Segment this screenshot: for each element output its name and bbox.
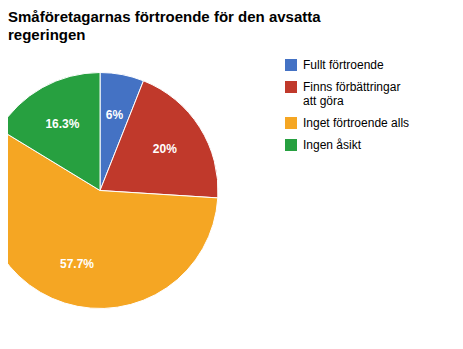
- html-text:Inget förtroende alls: Inget förtroende alls: [303, 116, 410, 130]
- svg-text:20%: 20%: [153, 142, 177, 156]
- html-text:Fullt förtroende: Fullt förtroende: [303, 58, 384, 72]
- html-text:Finns förbättringar: Finns förbättringar: [303, 80, 401, 94]
- html-text:Ingen åsikt: Ingen åsikt: [303, 138, 361, 152]
- html-text:regeringen: regeringen: [8, 26, 86, 43]
- svg-text:16.3%: 16.3%: [45, 117, 79, 131]
- html-text:att göra: att göra: [303, 94, 344, 108]
- svg-text:6%: 6%: [106, 108, 124, 122]
- svg-text:57.7%: 57.7%: [60, 257, 94, 271]
- html-text:Småföretagarnas förtroende för: Småföretagarnas förtroende för den avsat…: [8, 8, 321, 25]
